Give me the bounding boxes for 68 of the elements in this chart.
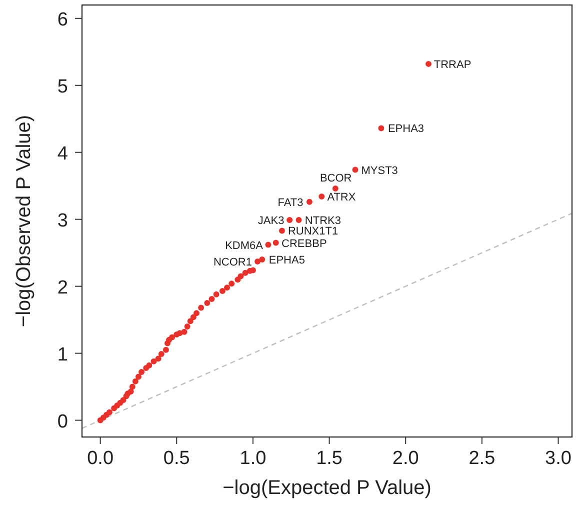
point (146, 362, 152, 368)
y-axis-title: −log(Observed P Value) (13, 114, 35, 328)
point (190, 314, 196, 320)
annotation: MYST3 (361, 164, 398, 177)
y-tick-label: 4 (57, 143, 68, 164)
point (138, 369, 145, 376)
point (272, 240, 279, 246)
point (106, 409, 112, 416)
annotation: ATRX (327, 192, 356, 204)
point (228, 280, 235, 287)
annotation: TRRAP (434, 58, 472, 71)
point (306, 198, 312, 205)
x-tick-label: 0.0 (87, 448, 114, 469)
annotation: JAK3 (258, 214, 284, 227)
point (187, 318, 194, 324)
x-axis-title: −log(Expected P Value) (222, 477, 432, 499)
annotation: EPHA3 (388, 123, 424, 136)
point (158, 350, 164, 357)
point (184, 323, 190, 330)
point (254, 258, 261, 265)
x-tick-label: 1.5 (316, 448, 342, 469)
y-tick-label: 0 (57, 411, 68, 432)
point (352, 166, 358, 173)
point (150, 358, 157, 364)
point (259, 256, 266, 263)
point (204, 300, 210, 306)
annotation: NTRK3 (304, 214, 341, 227)
point (135, 374, 142, 380)
point (224, 284, 230, 291)
point (155, 356, 162, 362)
point (238, 273, 244, 280)
point (213, 291, 220, 298)
y-tick-label: 2 (57, 277, 68, 298)
point (278, 228, 285, 234)
y-tick-label: 5 (57, 76, 68, 98)
annotation: KDM6A (225, 240, 264, 252)
point (296, 216, 302, 223)
point (162, 346, 169, 353)
point (378, 125, 384, 132)
point (169, 334, 176, 340)
y-tick-label: 6 (57, 9, 68, 30)
annotation: RUNX1T1 (288, 226, 338, 238)
point (198, 304, 204, 311)
point (120, 397, 126, 404)
y-tick-label: 3 (57, 210, 68, 232)
x-tick-label: 0.5 (163, 448, 190, 469)
x-tick-label: 3.0 (545, 448, 572, 469)
point (426, 60, 432, 67)
annotation: EPHA5 (268, 254, 305, 267)
point (193, 310, 200, 316)
point (181, 328, 188, 335)
point (208, 296, 215, 302)
annotation: BCOR (320, 172, 352, 185)
point (265, 242, 272, 248)
x-tick-label: 2.5 (468, 448, 496, 469)
point (219, 288, 226, 294)
x-tick-label: 1.0 (240, 448, 266, 469)
y-tick-label: 1 (57, 344, 68, 366)
annotation: FAT3 (278, 196, 304, 209)
annotation: CREBBP (282, 238, 327, 250)
point (128, 388, 134, 394)
point (129, 384, 136, 390)
x-tick-label: 2.0 (392, 448, 419, 469)
point (286, 216, 293, 223)
annotation: NCOR1 (213, 256, 252, 269)
point (132, 378, 138, 384)
point (332, 186, 338, 192)
point (318, 194, 325, 200)
